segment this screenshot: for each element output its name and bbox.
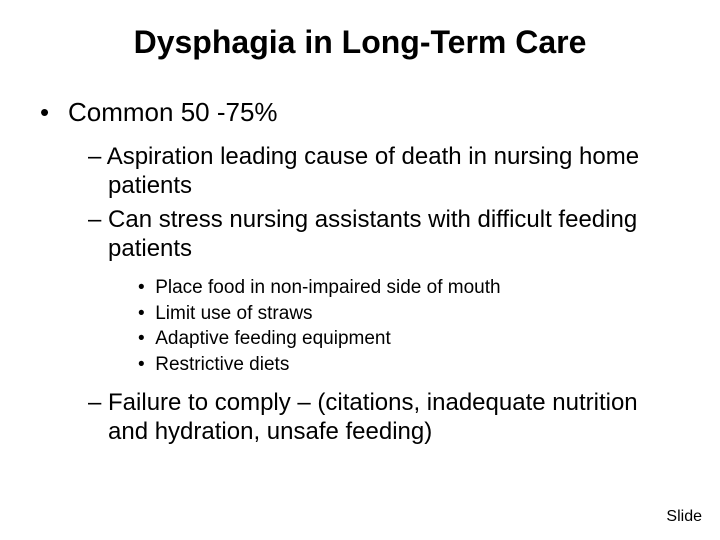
bullet-level3: • Limit use of straws: [138, 301, 680, 327]
bullet-dot-icon: •: [40, 97, 68, 128]
slide-footer-label: Slide: [666, 508, 702, 526]
slide-title: Dysphagia in Long-Term Care: [40, 24, 680, 61]
bullet-level3: • Restrictive diets: [138, 352, 680, 378]
bullet-dot-icon: •: [138, 354, 155, 375]
level3-text-b: Limit use of straws: [155, 303, 312, 324]
bullet-level3: • Place food in non-impaired side of mou…: [138, 275, 680, 301]
bullet-level2: – Can stress nursing assistants with dif…: [88, 205, 680, 264]
bullet-level1: •Common 50 -75%: [40, 97, 680, 128]
dash-icon: –: [88, 143, 107, 170]
slide-container: Dysphagia in Long-Term Care •Common 50 -…: [0, 0, 720, 446]
dash-icon: –: [88, 206, 108, 233]
level3-text-a: Place food in non-impaired side of mouth: [155, 277, 500, 298]
level2-text-a: Aspiration leading cause of death in nur…: [107, 143, 639, 199]
bullet-dot-icon: •: [138, 328, 155, 349]
level3-text-d: Restrictive diets: [155, 354, 289, 375]
level2-text-b: Can stress nursing assistants with diffi…: [108, 206, 637, 262]
level3-text-c: Adaptive feeding equipment: [155, 328, 391, 349]
level2-text-c: Failure to comply – (citations, inadequa…: [108, 389, 638, 445]
dash-icon: –: [88, 389, 108, 416]
bullet-dot-icon: •: [138, 277, 155, 298]
bullet-level3: • Adaptive feeding equipment: [138, 326, 680, 352]
bullet-dot-icon: •: [138, 303, 155, 324]
bullet-level2: – Aspiration leading cause of death in n…: [88, 142, 680, 201]
level3-group: • Place food in non-impaired side of mou…: [40, 275, 680, 378]
level1-text: Common 50 -75%: [68, 97, 278, 127]
bullet-level2: – Failure to comply – (citations, inadeq…: [88, 388, 680, 447]
